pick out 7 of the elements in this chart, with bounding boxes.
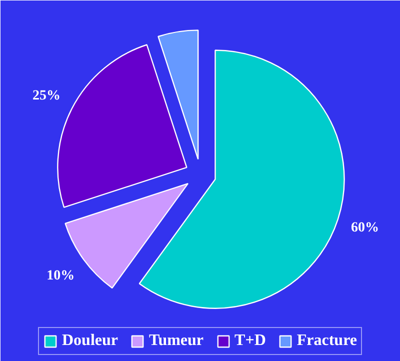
data-label: 25%: [32, 88, 60, 104]
legend-label: Tumeur: [149, 332, 204, 350]
data-label: 10%: [46, 268, 75, 284]
legend-label: Douleur: [62, 332, 118, 350]
data-label: 60%: [350, 220, 379, 236]
legend-label: T+D: [234, 332, 266, 350]
legend-label: Fracture: [296, 332, 357, 350]
